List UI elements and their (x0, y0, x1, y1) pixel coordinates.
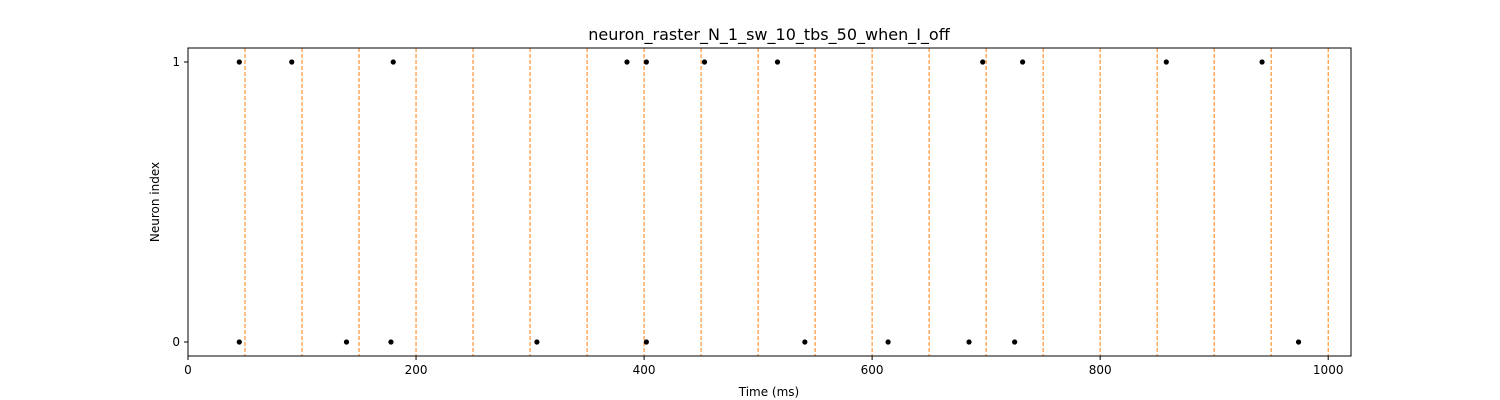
spike-point (774, 59, 781, 65)
spike-point (289, 59, 295, 65)
spike-point (885, 339, 891, 345)
spike-point (701, 59, 708, 65)
spike-point (1020, 59, 1026, 65)
vertical-guide-lines (187, 48, 1329, 356)
plot-frame (187, 47, 1352, 357)
spike-point (343, 339, 350, 345)
chart-title: neuron_raster_N_1_sw_10_tbs_50_when_I_of… (588, 25, 950, 45)
spike-markers (236, 59, 1302, 345)
x-tick-label: 800 (1089, 363, 1112, 377)
spike-point (643, 59, 649, 65)
x-tick-label: 400 (633, 363, 656, 377)
x-axis-ticks: 0 200 400 600 800 1000 (184, 356, 1343, 377)
x-tick-label: 1000 (1313, 363, 1344, 377)
spike-point (534, 339, 540, 345)
spike-point (966, 339, 972, 345)
spike-point (1163, 59, 1169, 65)
x-axis-label: Time (ms) (738, 385, 800, 399)
spike-point (1295, 339, 1302, 345)
x-tick-label: 200 (405, 363, 428, 377)
x-tick-label: 0 (184, 363, 192, 377)
spike-point (1259, 59, 1265, 65)
x-tick-label: 600 (861, 363, 884, 377)
y-axis-label: Neuron index (148, 162, 162, 242)
y-tick-label: 0 (172, 335, 180, 349)
spike-point (236, 339, 242, 345)
spike-point (390, 59, 396, 65)
spike-point (643, 339, 649, 345)
spike-point (624, 59, 630, 65)
spike-point (980, 59, 986, 65)
y-axis-ticks: 01 (172, 55, 188, 349)
spike-point (236, 59, 242, 65)
y-tick-label: 1 (172, 55, 180, 69)
spike-point (802, 339, 808, 345)
spike-point (1012, 339, 1018, 345)
spike-point (388, 339, 394, 345)
